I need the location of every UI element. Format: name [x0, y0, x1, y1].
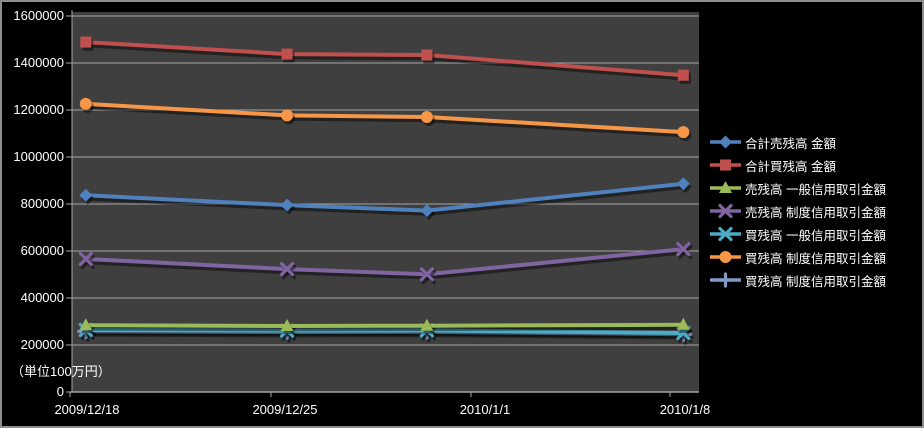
data-point-marker [716, 272, 735, 288]
plus-legend-marker-icon [710, 272, 741, 288]
series-0 [79, 177, 692, 221]
data-point-marker [281, 109, 294, 122]
series-line [85, 101, 684, 135]
x-axis-tick-label: 2009/12/25 [252, 402, 318, 417]
y-axis-tick-label: 600000 [2, 243, 64, 258]
unit-label: （単位100万円） [11, 364, 111, 379]
legend-item: 買残高 制度信用取引金額 [710, 250, 924, 266]
x-legend-marker-icon [710, 203, 741, 219]
y-axis-tick-text: 1200000 [13, 102, 64, 117]
data-point-marker [719, 135, 732, 149]
series-5 [79, 97, 692, 142]
y-axis-tick-text: 1000000 [13, 149, 64, 164]
series-2 [79, 317, 692, 334]
y-axis-tick-label: 0 [2, 384, 64, 399]
y-axis-tick-text: 0 [56, 384, 64, 399]
data-point-marker [419, 267, 434, 282]
legend-item: 合計売残高 金額 [710, 135, 924, 151]
series-line-shadow [86, 104, 685, 138]
legend-label: 買残高 制度信用取引金額 [745, 251, 886, 266]
y-axis-tick-text: 600000 [20, 243, 64, 258]
series-line [85, 322, 684, 328]
data-point-marker [79, 188, 93, 202]
y-axis-tick-label: 1400000 [2, 55, 64, 70]
legend-item: 売残高 一般信用取引金額 [710, 181, 924, 197]
square-legend-marker-icon [710, 159, 741, 171]
data-point-marker [279, 261, 295, 277]
series-line-shadow [86, 184, 685, 216]
legend: 合計売残高 金額 合計買残高 金額売残高 一般信用取引金額 売残高 制度信用取引金額… [710, 135, 924, 296]
legend-label: 買残高 制度信用取引金額 [745, 274, 886, 289]
data-point-marker [79, 318, 93, 331]
data-point-marker [719, 181, 732, 193]
series-line-shadow [86, 42, 685, 81]
series-line [85, 327, 684, 336]
triangle-legend-marker-icon [710, 181, 741, 193]
data-point-marker [421, 49, 433, 61]
data-point-marker [280, 318, 294, 331]
data-point-marker [420, 204, 434, 218]
series-line-shadow [86, 325, 685, 332]
y-axis-tick-text: 1400000 [13, 55, 64, 70]
series-3 [78, 242, 693, 285]
data-point-marker [719, 251, 732, 263]
data-point-marker [79, 97, 92, 110]
y-axis-tick-label: 200000 [2, 337, 64, 352]
legend-item: 合計買残高 金額 [710, 158, 924, 174]
data-point-marker [676, 317, 690, 330]
series-1 [80, 36, 691, 84]
y-axis-tick-label: 1200000 [2, 102, 64, 117]
x-axis-tick-label: 2009/12/18 [54, 402, 120, 417]
legend-label: 合計買残高 金額 [745, 159, 836, 174]
data-point-marker [718, 226, 733, 242]
circle-legend-marker-icon [710, 251, 741, 263]
y-axis-tick-text: 1600000 [13, 8, 64, 23]
data-point-marker [80, 36, 92, 48]
data-point-marker [280, 198, 294, 212]
data-point-marker [718, 203, 733, 219]
data-point-marker [677, 69, 689, 81]
legend-label: 売残高 制度信用取引金額 [745, 205, 886, 220]
series-line [85, 181, 684, 213]
series-line [85, 40, 684, 78]
y-axis-tick-label: 800000 [2, 196, 64, 211]
y-axis-tick-label: 1600000 [2, 8, 64, 23]
x-legend-marker-icon [710, 226, 741, 242]
series-line-shadow [86, 332, 685, 340]
legend-item: 買残高 一般信用取引金額 [710, 226, 924, 243]
y-axis-tick-text: 200000 [20, 337, 64, 352]
legend-label: 売残高 一般信用取引金額 [745, 182, 886, 197]
series-line-shadow [86, 249, 685, 280]
data-point-marker [676, 242, 691, 257]
series-line [85, 247, 684, 277]
data-point-marker [720, 159, 731, 171]
y-axis-tick-label: 1000000 [2, 149, 64, 164]
series-line-shadow [86, 330, 685, 339]
legend-item: 売残高 制度信用取引金額 [710, 203, 924, 220]
data-point-marker [281, 48, 293, 60]
legend-item: 買残高 制度信用取引金額 [710, 272, 924, 289]
diamond-legend-marker-icon [710, 135, 741, 149]
data-point-marker [420, 111, 433, 124]
data-point-marker [78, 251, 93, 267]
y-axis-tick-text: 800000 [20, 196, 64, 211]
plot-area [66, 10, 699, 397]
legend-label: 買残高 一般信用取引金額 [745, 228, 886, 243]
data-point-marker [677, 126, 690, 139]
line-chart-canvas [66, 10, 699, 397]
data-point-marker [676, 177, 690, 191]
x-axis-tick-label: 2010/1/1 [459, 402, 511, 417]
x-axis-tick-label: 2010/1/8 [659, 402, 711, 417]
legend-label: 合計売残高 金額 [745, 136, 836, 151]
y-axis-tick-label: 400000 [2, 290, 64, 305]
y-axis-tick-text: 400000 [20, 290, 64, 305]
data-point-marker [420, 318, 434, 331]
series-4 [78, 322, 693, 344]
